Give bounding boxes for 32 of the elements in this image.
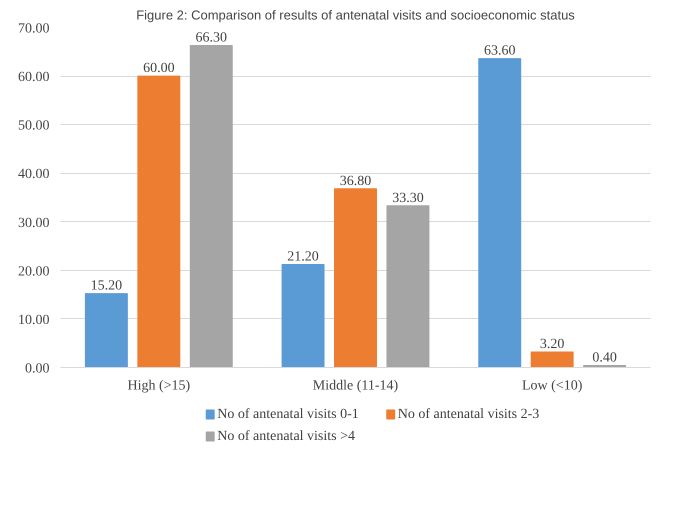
bar bbox=[137, 76, 180, 368]
bar bbox=[190, 44, 233, 368]
chart-title: Figure 2: Comparison of results of antenatal visits and socioeconomic status bbox=[136, 8, 576, 22]
y-tick-label: 20.00 bbox=[18, 264, 50, 280]
data-label: 33.30 bbox=[392, 190, 424, 206]
legend-label: No of antenatal visits 2-3 bbox=[398, 407, 540, 422]
x-tick-label: Low (<10) bbox=[522, 378, 583, 394]
y-tick-label: 0.00 bbox=[25, 362, 50, 376]
y-tick-label: 30.00 bbox=[18, 216, 50, 231]
data-label: 36.80 bbox=[340, 174, 372, 189]
bar bbox=[84, 293, 128, 368]
bar bbox=[530, 351, 574, 368]
data-label: 21.20 bbox=[287, 250, 319, 265]
y-tick-label: 50.00 bbox=[18, 118, 50, 134]
data-label: 15.20 bbox=[90, 278, 122, 294]
data-label: 63.60 bbox=[484, 44, 516, 59]
data-label: 66.30 bbox=[196, 30, 228, 46]
y-tick-label: 10.00 bbox=[18, 312, 50, 328]
legend-label: No of antenatal visits >4 bbox=[217, 429, 356, 444]
x-tick-label: Middle (11-14) bbox=[312, 378, 399, 394]
data-label: 3.20 bbox=[540, 336, 564, 352]
y-tick-label: 70.00 bbox=[18, 22, 50, 36]
y-tick-label: 60.00 bbox=[18, 70, 50, 86]
y-tick-label: 40.00 bbox=[18, 167, 50, 182]
data-label: 0.40 bbox=[592, 350, 617, 366]
bar bbox=[478, 58, 522, 368]
bar bbox=[334, 188, 377, 368]
legend-label: No of antenatal visits 0-1 bbox=[217, 407, 359, 422]
x-tick-label: High (>15) bbox=[127, 378, 191, 394]
bar bbox=[282, 264, 325, 368]
bar bbox=[386, 205, 430, 368]
data-label: 60.00 bbox=[143, 61, 175, 76]
